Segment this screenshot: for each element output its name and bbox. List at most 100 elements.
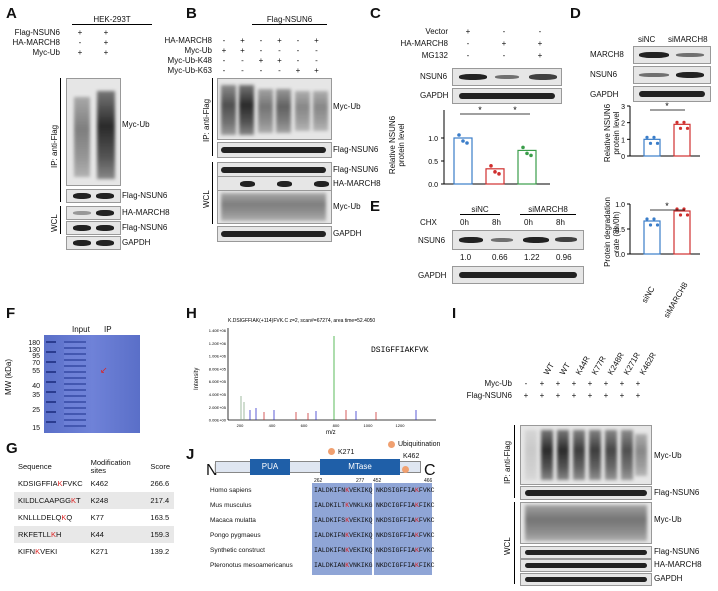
- h-ytick: 4.00E+05: [209, 392, 227, 397]
- f-marker-label: 25: [32, 407, 40, 414]
- c-row-symbol: -: [466, 39, 470, 48]
- g-score-cell: 139.2: [150, 547, 170, 556]
- b-row-symbol: +: [258, 56, 264, 65]
- g-site-cell: K77: [90, 513, 104, 522]
- d-bar-chart: 0 1 2 3 *: [621, 102, 700, 161]
- d-gapdh-blot: [633, 86, 711, 102]
- g-header-score: Score: [150, 462, 170, 471]
- b-row-symbol: -: [241, 56, 244, 65]
- j-seq1-row: IALDKIFNKVEKIKQ: [314, 487, 373, 494]
- b-label-march8: HA-MARCH8: [333, 179, 381, 188]
- j-species-label: Macaca mulatta: [210, 517, 256, 524]
- c-ytick: 0.5: [428, 159, 438, 166]
- g-table-row: KNLLLDELQKQ K77 163.5: [14, 509, 174, 526]
- d-degradation-chart: 0.0 0.5 1.0 *: [615, 201, 700, 259]
- d-point: [645, 135, 649, 139]
- f-marker-label: 40: [32, 383, 40, 390]
- h-ytick: 0.00E+00: [209, 418, 227, 423]
- e-nsun6-blot: [452, 230, 584, 250]
- h-xtick: 600: [301, 423, 308, 428]
- c-point: [529, 153, 533, 158]
- d-point: [675, 120, 679, 124]
- c-label-gapdh: GAPDH: [420, 91, 449, 100]
- b-row-label: Myc-Ub-K63: [167, 66, 212, 75]
- i-ip-flag-blot: [520, 486, 652, 500]
- g-sequence-cell: RKFETLLKH: [14, 526, 87, 543]
- c-ytick: 0.0: [428, 182, 438, 189]
- g-score-cell: 159.3: [146, 526, 174, 543]
- j-seq1-box: [312, 483, 372, 575]
- d-point: [652, 217, 656, 221]
- i-row-label: Flag-NSUN6: [466, 391, 512, 400]
- h-ytick: 2.00E+05: [209, 405, 227, 410]
- h-xtick: 800: [333, 423, 340, 428]
- g-table-row: KILDLCAAPGGKT K248 217.4: [14, 492, 174, 509]
- a-ip-label: IP: anti-Flag: [50, 124, 59, 168]
- h-xtick: 200: [237, 423, 244, 428]
- g-sequence-cell: KIFNKVEKI: [18, 547, 58, 556]
- j-seq1-row: IALDKIFNKVEKIKQ: [314, 547, 373, 554]
- c-nsun6-blot: [452, 68, 562, 86]
- c-row-symbol: -: [466, 51, 470, 60]
- j-seq2-row: NKDSIGFFIAKFVKC: [376, 532, 435, 539]
- b-row-symbol: -: [222, 56, 226, 65]
- g-table-row: KIFNKVEKI K271 139.2: [14, 543, 174, 560]
- a-label-march8: HA-MARCH8: [122, 208, 170, 217]
- i-row-symbol: +: [539, 391, 545, 400]
- c-row-label: MG132: [421, 51, 448, 60]
- b-row-label: HA-MARCH8: [164, 36, 212, 45]
- j-seq1-row: IALDKILTKVNKLKG: [314, 502, 373, 509]
- a-row-symbol: +: [103, 48, 109, 57]
- a-wcl-label: WCL: [50, 214, 59, 232]
- i-row-symbol: +: [619, 379, 625, 388]
- i-col-label: K44R: [574, 354, 592, 377]
- i-ip-myc-ub-blot: [520, 425, 652, 485]
- panel-label-h: H: [186, 305, 197, 322]
- f-marker-label: 95: [32, 353, 40, 360]
- i-label-myc-ub: Myc-Ub: [654, 451, 682, 460]
- cell-line-label: HEK-293T: [72, 15, 152, 25]
- c-row-symbol: -: [502, 51, 506, 60]
- b-row-label: Myc-Ub-K48: [167, 56, 212, 65]
- h-ytick: 1.40E+06: [209, 328, 227, 333]
- d-ytick: 3: [621, 104, 625, 111]
- c-point: [457, 133, 461, 137]
- ubiquitination-legend-icon: [388, 441, 395, 448]
- a-wcl-flag-blot: [66, 221, 121, 235]
- i-row-label: Myc-Ub: [484, 379, 512, 388]
- d-bar: [643, 138, 661, 157]
- f-lane-input: Input: [72, 325, 90, 334]
- a-label-myc-ub: Myc-Ub: [122, 120, 150, 129]
- b-label-flag: Flag-NSUN6: [333, 145, 379, 154]
- j-seq2-row: NKDSIGFFIAKFVKC: [376, 517, 435, 524]
- j-seq1-row: IALDKIANKVNKIKG: [314, 562, 373, 569]
- h-xtick: 400: [269, 423, 276, 428]
- g-site-cell: K44: [86, 526, 147, 543]
- j-seq2-row: NKDSIGFFIAKFVKC: [376, 547, 435, 554]
- c-row-symbol: +: [537, 51, 543, 60]
- j-pos-277: 277: [356, 478, 365, 484]
- i-label-flag: Flag-NSUN6: [654, 488, 700, 497]
- g-site-cell: K248: [86, 492, 147, 509]
- b-ip-label: IP: anti-Flag: [202, 98, 211, 142]
- b-wcl-label: WCL: [202, 190, 211, 208]
- i-row-symbol: +: [635, 379, 641, 388]
- i-label-myc-ub-wcl: Myc-Ub: [654, 515, 682, 524]
- j-site-k271: K271: [338, 449, 355, 456]
- e-value: 1.0: [460, 253, 472, 262]
- i-col-label: WT: [542, 361, 557, 377]
- d-ytick: 0: [621, 154, 625, 161]
- d-ytick: 1.0: [615, 202, 625, 209]
- g-table-row: RKFETLLKH K44 159.3: [14, 526, 174, 543]
- d-point: [682, 120, 686, 124]
- e-label-gapdh: GAPDH: [418, 271, 447, 280]
- b-row-symbol: +: [277, 56, 282, 65]
- d-label-gapdh: GAPDH: [590, 90, 619, 99]
- d-ytick: 2: [621, 121, 625, 128]
- d-ytick: 1: [621, 137, 625, 144]
- b-row-symbol: -: [222, 36, 226, 45]
- j-species-label: Pteronotus mesoamericanus: [210, 562, 293, 569]
- h-ytick: 1.20E+06: [209, 341, 227, 346]
- f-marker-label: 180: [28, 340, 40, 347]
- d-xcat-simarch8: siMARCH8: [662, 280, 690, 320]
